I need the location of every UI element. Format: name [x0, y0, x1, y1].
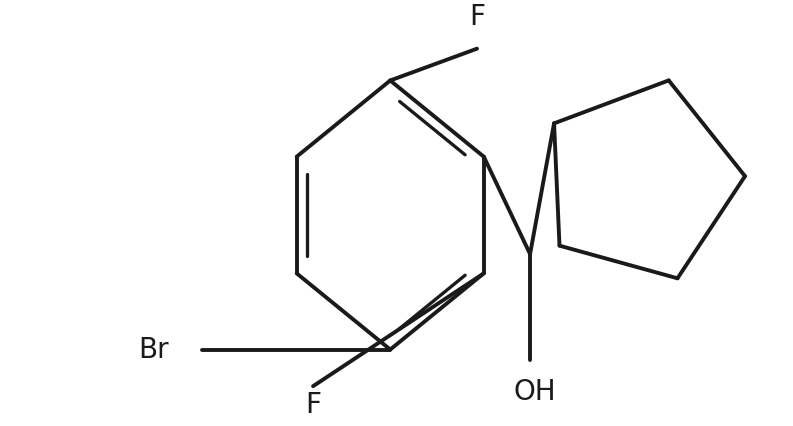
Text: Br: Br [138, 336, 168, 363]
Text: F: F [469, 3, 485, 31]
Text: OH: OH [514, 377, 556, 406]
Text: F: F [305, 391, 321, 419]
